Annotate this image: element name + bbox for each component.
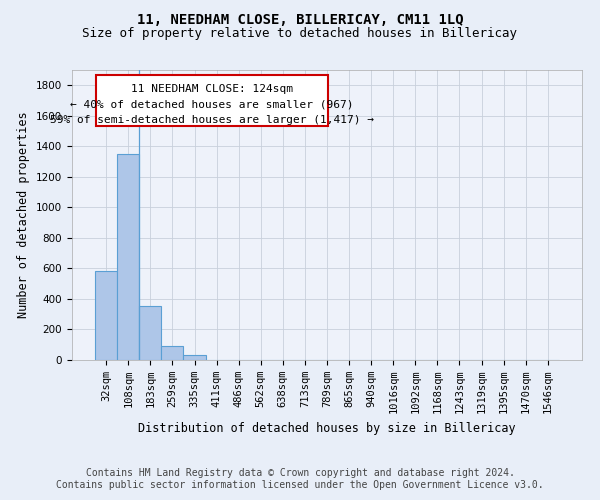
Text: 59% of semi-detached houses are larger (1,417) →: 59% of semi-detached houses are larger (…	[50, 115, 374, 125]
FancyBboxPatch shape	[96, 74, 328, 126]
Y-axis label: Number of detached properties: Number of detached properties	[17, 112, 31, 318]
Text: Contains HM Land Registry data © Crown copyright and database right 2024.
Contai: Contains HM Land Registry data © Crown c…	[56, 468, 544, 490]
Text: 11, NEEDHAM CLOSE, BILLERICAY, CM11 1LQ: 11, NEEDHAM CLOSE, BILLERICAY, CM11 1LQ	[137, 12, 463, 26]
Bar	[161, 346, 184, 360]
Bar	[139, 306, 161, 360]
Text: ← 40% of detached houses are smaller (967): ← 40% of detached houses are smaller (96…	[70, 100, 354, 110]
Bar	[117, 154, 139, 360]
Text: 11 NEEDHAM CLOSE: 124sqm: 11 NEEDHAM CLOSE: 124sqm	[131, 84, 293, 94]
Text: Size of property relative to detached houses in Billericay: Size of property relative to detached ho…	[83, 28, 517, 40]
X-axis label: Distribution of detached houses by size in Billericay: Distribution of detached houses by size …	[138, 422, 516, 435]
Bar	[184, 356, 206, 360]
Bar	[95, 272, 117, 360]
